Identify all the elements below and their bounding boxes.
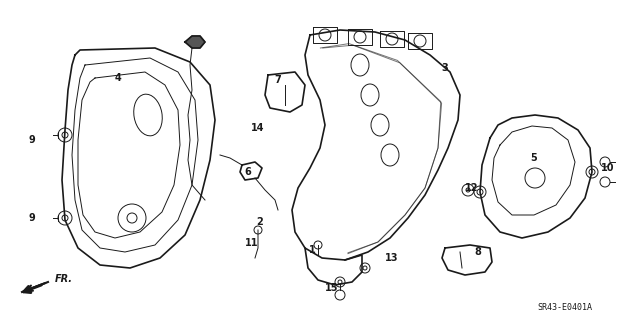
Text: SR43-E0401A: SR43-E0401A [538, 303, 593, 313]
Text: 12: 12 [465, 183, 479, 193]
Text: 8: 8 [475, 247, 481, 257]
Text: FR.: FR. [55, 274, 73, 284]
Text: 1: 1 [308, 245, 316, 255]
Text: 4: 4 [115, 73, 122, 83]
Text: 5: 5 [531, 153, 538, 163]
Text: 6: 6 [244, 167, 252, 177]
Text: 13: 13 [385, 253, 399, 263]
Text: 9: 9 [29, 213, 35, 223]
Text: 7: 7 [275, 75, 282, 85]
Text: 10: 10 [601, 163, 615, 173]
Text: 9: 9 [29, 135, 35, 145]
Text: 14: 14 [252, 123, 265, 133]
Text: 15: 15 [325, 283, 339, 293]
Polygon shape [185, 36, 205, 48]
Text: 2: 2 [257, 217, 264, 227]
Text: 11: 11 [245, 238, 259, 248]
Text: 3: 3 [442, 63, 449, 73]
